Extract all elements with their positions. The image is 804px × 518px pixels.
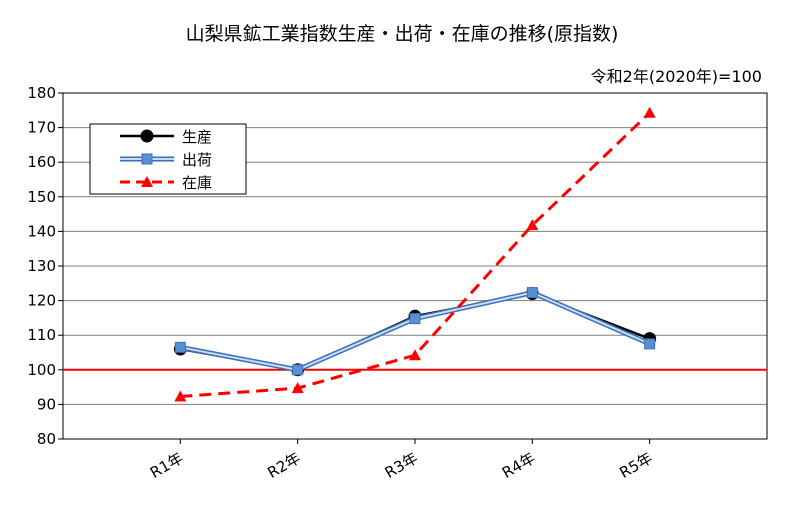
y-tick-label: 120 (27, 292, 56, 310)
series-3-point (291, 382, 304, 394)
series-2-point (644, 338, 656, 350)
y-tick-label: 150 (27, 188, 56, 206)
y-tick-label: 180 (27, 84, 56, 102)
y-tick-label: 140 (27, 222, 56, 240)
series-3-point (409, 349, 421, 361)
x-tick-label: R2年 (264, 449, 303, 482)
legend-item-2-marker (141, 153, 153, 165)
series-2-point (409, 313, 421, 325)
y-tick-label: 130 (27, 257, 56, 275)
series-2-point (526, 287, 538, 299)
legend-item-2-label: 出荷 (182, 151, 212, 169)
legend-item-3-label: 在庫 (182, 174, 212, 192)
x-tick-label: R4年 (499, 449, 538, 482)
y-tick-label: 160 (27, 153, 56, 171)
x-tick-label: R1年 (147, 449, 186, 482)
y-tick-label: 80 (37, 430, 56, 448)
series-3-point (174, 390, 187, 402)
x-tick-label: R3年 (382, 449, 421, 482)
y-tick-label: 90 (37, 395, 56, 413)
legend-item-3-marker (141, 176, 153, 187)
plot-area: 80 90 100 110 120 130 140 150 160 170 180 R1年 R2年 R3年… (27, 84, 768, 482)
base-year-note: 令和2年(2020年)=100 (591, 67, 762, 86)
series-2-point (292, 364, 304, 376)
y-tick-label: 100 (27, 361, 56, 379)
series-3-point (526, 219, 539, 231)
x-tick-label: R5年 (616, 449, 655, 482)
y-tick-label: 110 (27, 326, 56, 344)
series-2-point (174, 341, 186, 353)
y-tick-label: 170 (27, 119, 56, 137)
legend-item-1-label: 生産 (182, 128, 212, 146)
legend-item-1-marker (140, 129, 154, 143)
chart-title: 山梨県鉱工業指数生産・出荷・在庫の推移(原指数) (186, 23, 619, 45)
series-3-point (643, 106, 656, 118)
